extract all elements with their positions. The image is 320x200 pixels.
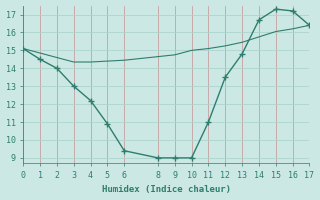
X-axis label: Humidex (Indice chaleur): Humidex (Indice chaleur) <box>102 185 231 194</box>
